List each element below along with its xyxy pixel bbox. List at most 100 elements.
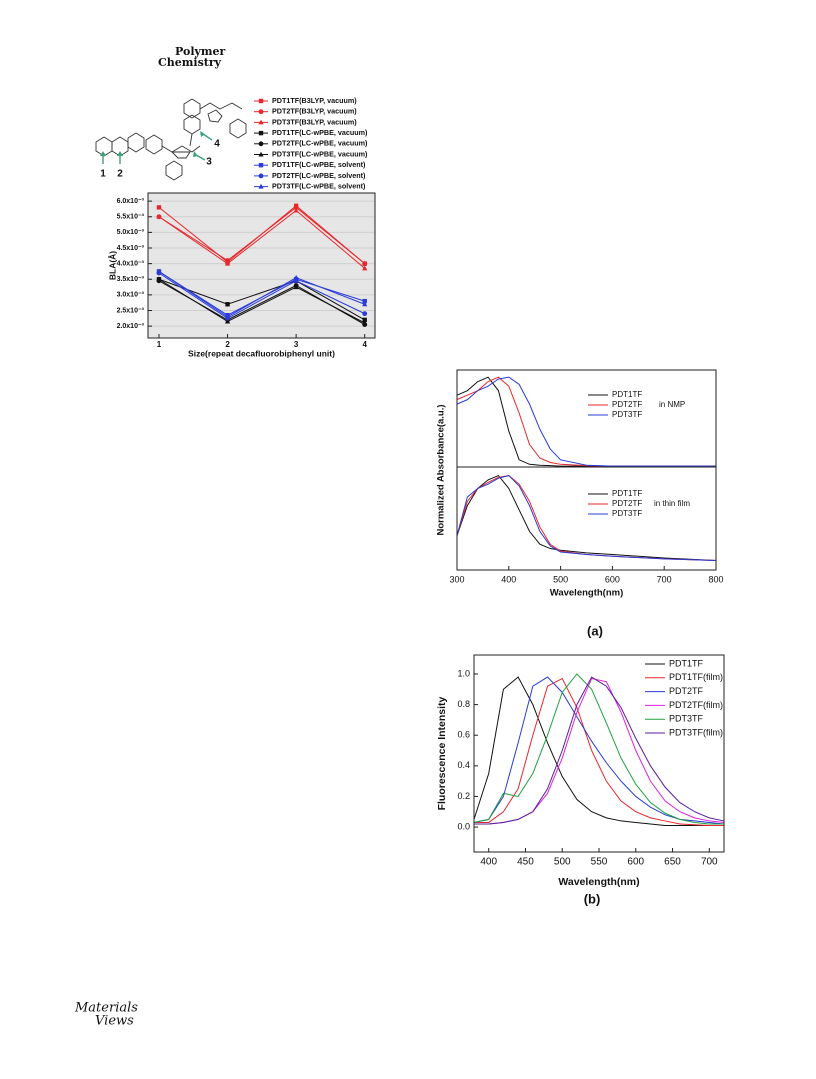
x-tick-label: 550 <box>591 857 608 868</box>
legend-label: PDT3TF(film) <box>669 727 723 737</box>
figure-caption: (a) <box>587 623 603 638</box>
data-line <box>158 271 365 318</box>
x-tick-label: 450 <box>517 857 534 868</box>
y-tick-label: 3.0x10⁻³ <box>117 292 145 299</box>
y-tick-label: 6.0x10⁻³ <box>117 198 145 205</box>
data-marker <box>224 313 231 319</box>
x-tick-label: 600 <box>627 857 644 868</box>
data-marker <box>258 130 264 136</box>
x-axis-label: Size(repeat decafluorobiphenyl unit) <box>188 348 335 358</box>
structure-label: 4 <box>214 139 220 150</box>
y-axis-label: Fluorescence Intensity <box>436 696 448 810</box>
data-marker <box>362 320 368 325</box>
y-tick-label: 1.0 <box>457 668 470 678</box>
x-tick-label: 600 <box>605 574 620 584</box>
publisher-logo: Views <box>95 1014 134 1029</box>
data-marker <box>224 318 231 324</box>
data-line <box>456 376 716 467</box>
journal-name: Polymer <box>175 45 226 58</box>
legend-label: PDT2TF(LC-wPBE, vacuum) <box>272 139 368 148</box>
structure-label: 2 <box>117 169 123 180</box>
x-axis-label: Wavelength(nm) <box>558 876 639 888</box>
legend-label: PDT1TF <box>669 658 704 668</box>
legend-label: PDT3TF <box>669 714 704 724</box>
annotation: in NMP <box>659 400 685 409</box>
y-tick-label: 0.4 <box>457 760 470 770</box>
plot-frame <box>473 654 725 853</box>
x-axis-label: Wavelength(nm) <box>550 588 624 599</box>
data-line <box>473 676 724 827</box>
legend-label: PDT3TF <box>612 410 642 419</box>
data-line <box>456 475 717 562</box>
plot-area <box>474 655 724 852</box>
data-marker <box>362 261 368 267</box>
legend-label: PDT2TF <box>669 686 704 696</box>
x-tick-label: 400 <box>501 574 516 584</box>
data-marker <box>156 268 162 274</box>
legend-label: PDT2TF(LC-wPBE, solvent) <box>272 171 366 180</box>
structure-arrows <box>100 131 213 164</box>
x-tick-label: 300 <box>449 574 464 584</box>
x-tick-label: 500 <box>554 857 571 868</box>
publisher-logo: Materials <box>74 1001 138 1016</box>
data-marker <box>362 298 367 304</box>
x-tick-label: 400 <box>480 857 497 868</box>
data-marker <box>362 265 368 271</box>
y-tick-label: 0.8 <box>457 699 470 709</box>
legend-label: PDT1TF(LC-wPBE, solvent) <box>272 160 366 169</box>
data-marker <box>258 98 264 104</box>
journal-name: Chemistry <box>158 56 222 69</box>
y-tick-label: 5.5x10⁻³ <box>117 214 145 221</box>
y-tick-label: 4.0x10⁻³ <box>117 260 145 267</box>
annotation: in thin film <box>654 499 690 508</box>
data-marker <box>225 302 230 307</box>
x-tick-label: 2 <box>225 340 230 349</box>
x-tick-label: 650 <box>664 857 681 868</box>
x-tick-label: 1 <box>157 340 162 349</box>
data-marker <box>293 204 299 210</box>
x-tick-label: 3 <box>294 340 299 349</box>
x-tick-label: 4 <box>362 340 367 349</box>
legend-label: PDT2TF <box>612 499 642 508</box>
x-tick-label: 700 <box>657 574 672 584</box>
legend-label: PDT1TF(B3LYP, vacuum) <box>272 96 357 105</box>
legend-label: PDT2TF <box>612 400 642 409</box>
figure-caption: (b) <box>584 891 601 906</box>
y-tick-label: 3.5x10⁻³ <box>117 276 145 283</box>
y-tick-label: 4.5x10⁻³ <box>117 245 145 252</box>
legend-label: PDT3TF <box>612 509 642 518</box>
data-marker <box>258 119 264 125</box>
y-axis-label: BLA(Å) <box>107 251 117 280</box>
data-line <box>158 209 366 269</box>
data-marker <box>293 274 299 280</box>
y-tick-label: 0.6 <box>457 730 470 740</box>
data-marker <box>156 276 162 282</box>
data-marker <box>156 213 162 219</box>
data-line <box>456 474 717 562</box>
plot-frame <box>147 192 376 339</box>
data-line <box>473 673 724 825</box>
legend-label: PDT2TF(B3LYP, vacuum) <box>272 107 357 116</box>
y-tick-label: 2.5x10⁻³ <box>117 307 145 314</box>
data-marker <box>258 141 264 147</box>
data-marker <box>362 317 367 323</box>
data-line <box>474 677 724 827</box>
data-marker <box>362 311 368 317</box>
data-line <box>158 272 365 319</box>
y-tick-label: 2.0x10⁻³ <box>117 323 145 330</box>
legend-label: PDT3TF(LC-wPBE, vacuum) <box>272 149 368 158</box>
legend-label: PDT1TF(film) <box>669 672 723 682</box>
legend-label: PDT3TF(LC-wPBE, solvent) <box>272 182 366 191</box>
data-marker <box>225 258 230 263</box>
y-tick-label: 5.0x10⁻³ <box>117 229 145 236</box>
y-tick-label: 0.2 <box>457 791 470 801</box>
x-tick-label: 500 <box>553 574 568 584</box>
plot-frame <box>456 369 717 571</box>
data-marker <box>258 173 264 179</box>
data-line <box>158 206 366 265</box>
plot-area <box>148 193 375 338</box>
x-tick-label: 700 <box>701 857 718 868</box>
data-line <box>474 676 725 825</box>
data-marker <box>293 207 299 213</box>
